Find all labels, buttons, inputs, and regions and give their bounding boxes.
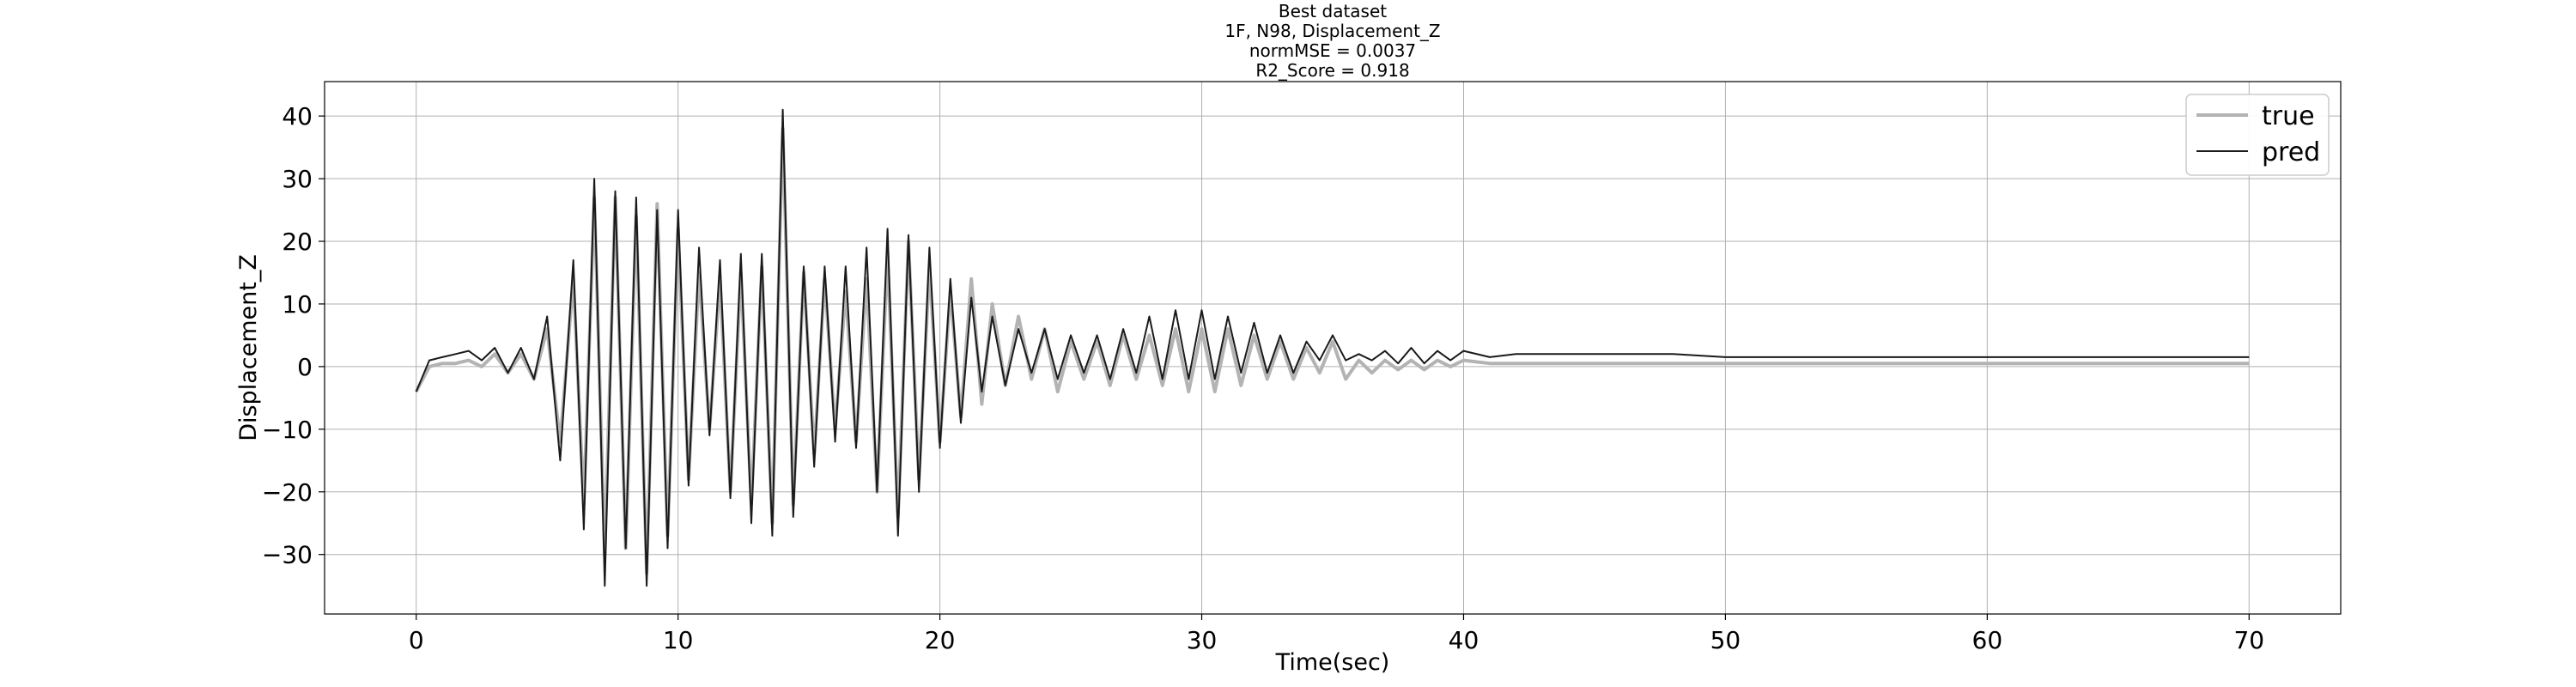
legend-label-true: true	[2262, 101, 2315, 131]
x-tick-label: 0	[409, 626, 424, 654]
legend-label-pred: pred	[2262, 137, 2320, 167]
title-line-4: R2_Score = 0.918	[1255, 60, 1409, 81]
x-tick-label: 40	[1449, 626, 1479, 654]
title-line-1: Best dataset	[1279, 1, 1387, 21]
x-tick-label: 50	[1710, 626, 1741, 654]
y-tick-label: 30	[282, 165, 313, 193]
series-lines	[414, 108, 2250, 587]
y-tick-label: −30	[262, 541, 313, 569]
y-tick-label: 40	[282, 102, 313, 131]
y-axis-label: Displacement_Z	[235, 254, 262, 441]
legend: true pred	[2185, 94, 2330, 176]
plot-frame	[324, 81, 2342, 615]
y-tick-label: 20	[282, 228, 313, 256]
title-line-2: 1F, N98, Displacement_Z	[1224, 21, 1440, 41]
title-line-3: normMSE = 0.0037	[1249, 40, 1416, 61]
x-tick-label: 10	[663, 626, 694, 654]
x-tick-label: 30	[1187, 626, 1218, 654]
x-axis-label: Time(sec)	[1275, 649, 1390, 676]
x-tick-label: 70	[2233, 626, 2264, 654]
y-tick-label: −10	[262, 416, 313, 444]
chart-title: Best dataset 1F, N98, Displacement_Z nor…	[1224, 1, 1440, 81]
y-tick-label: −20	[262, 478, 313, 507]
y-tick-label: 10	[282, 290, 313, 319]
x-tick-label: 20	[925, 626, 956, 654]
y-tick-label: 0	[297, 353, 313, 381]
series-line-true	[414, 126, 2250, 575]
x-tick-label: 60	[1972, 626, 2003, 654]
series-line-pred	[415, 108, 2250, 587]
axis-ticks: 0 10 20 30 40 50 60 70 −30 −20 −10 0 10 20 30 40	[262, 102, 2264, 654]
